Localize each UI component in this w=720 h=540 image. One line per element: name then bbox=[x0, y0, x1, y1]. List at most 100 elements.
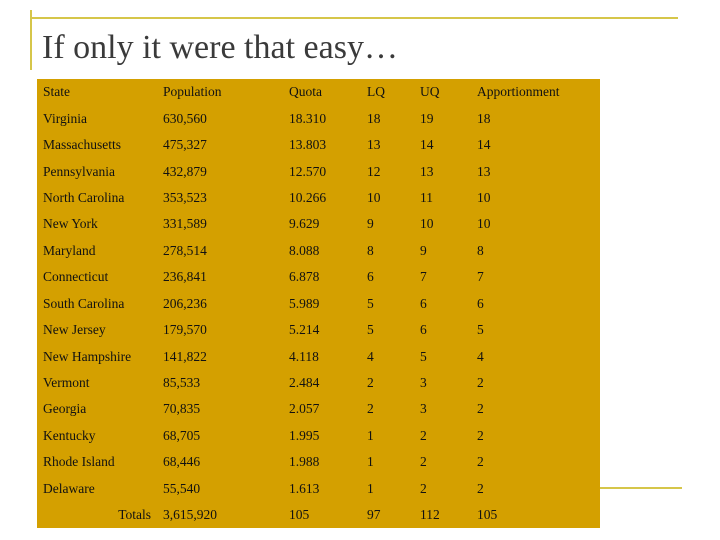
cell-quota: 5.989 bbox=[289, 295, 320, 311]
table-row: New York 331,589 9.629 9 10 10 bbox=[37, 211, 600, 237]
cell-population: 432,879 bbox=[163, 163, 207, 179]
cell-state: New York bbox=[43, 216, 98, 232]
header-quota: Quota bbox=[289, 84, 322, 100]
cell-uq: 11 bbox=[420, 189, 433, 205]
cell-population: 353,523 bbox=[163, 189, 207, 205]
cell-lq: 1 bbox=[367, 454, 374, 470]
table-row: Rhode Island 68,446 1.988 1 2 2 bbox=[37, 449, 600, 475]
cell-apportionment: 5 bbox=[477, 322, 484, 338]
totals-population: 3,615,920 bbox=[163, 507, 217, 523]
header-population: Population bbox=[163, 84, 222, 100]
table-row: New Jersey 179,570 5.214 5 6 5 bbox=[37, 317, 600, 343]
cell-state: Maryland bbox=[43, 242, 96, 258]
cell-quota: 1.613 bbox=[289, 480, 320, 496]
cell-apportionment: 10 bbox=[477, 189, 491, 205]
cell-apportionment: 2 bbox=[477, 375, 484, 391]
cell-lq: 13 bbox=[367, 137, 381, 153]
cell-quota: 2.484 bbox=[289, 375, 320, 391]
cell-quota: 18.310 bbox=[289, 110, 327, 126]
decorative-vertical-line bbox=[30, 10, 32, 70]
cell-lq: 8 bbox=[367, 242, 374, 258]
cell-apportionment: 6 bbox=[477, 295, 484, 311]
cell-quota: 13.803 bbox=[289, 137, 327, 153]
cell-uq: 6 bbox=[420, 295, 427, 311]
cell-uq: 14 bbox=[420, 137, 434, 153]
cell-apportionment: 7 bbox=[477, 269, 484, 285]
cell-uq: 19 bbox=[420, 110, 434, 126]
totals-uq: 112 bbox=[420, 507, 440, 523]
table-row: South Carolina 206,236 5.989 5 6 6 bbox=[37, 291, 600, 317]
totals-apportionment: 105 bbox=[477, 507, 498, 523]
cell-uq: 7 bbox=[420, 269, 427, 285]
cell-uq: 2 bbox=[420, 427, 427, 443]
cell-quota: 8.088 bbox=[289, 242, 320, 258]
table-row: Vermont 85,533 2.484 2 3 2 bbox=[37, 370, 600, 396]
table-row: Georgia 70,835 2.057 2 3 2 bbox=[37, 396, 600, 422]
header-state: State bbox=[43, 84, 70, 100]
cell-uq: 13 bbox=[420, 163, 434, 179]
cell-lq: 2 bbox=[367, 375, 374, 391]
cell-apportionment: 13 bbox=[477, 163, 491, 179]
cell-population: 179,570 bbox=[163, 322, 207, 338]
cell-uq: 6 bbox=[420, 322, 427, 338]
header-apportionment: Apportionment bbox=[477, 84, 560, 100]
cell-lq: 1 bbox=[367, 480, 374, 496]
cell-apportionment: 10 bbox=[477, 216, 491, 232]
cell-apportionment: 2 bbox=[477, 401, 484, 417]
slide-title: If only it were that easy… bbox=[42, 29, 398, 66]
cell-state: Georgia bbox=[43, 401, 87, 417]
cell-population: 70,835 bbox=[163, 401, 201, 417]
cell-state: New Jersey bbox=[43, 322, 106, 338]
cell-state: South Carolina bbox=[43, 295, 125, 311]
cell-population: 331,589 bbox=[163, 216, 207, 232]
cell-lq: 12 bbox=[367, 163, 381, 179]
table-header-row: State Population Quota LQ UQ Apportionme… bbox=[37, 79, 600, 105]
cell-quota: 1.995 bbox=[289, 427, 320, 443]
apportionment-table-container: State Population Quota LQ UQ Apportionme… bbox=[37, 79, 600, 528]
cell-quota: 5.214 bbox=[289, 322, 320, 338]
totals-quota: 105 bbox=[289, 507, 310, 523]
cell-quota: 6.878 bbox=[289, 269, 320, 285]
table-row: North Carolina 353,523 10.266 10 11 10 bbox=[37, 185, 600, 211]
table-row: Maryland 278,514 8.088 8 9 8 bbox=[37, 238, 600, 264]
cell-population: 630,560 bbox=[163, 110, 207, 126]
cell-state: Pennsylvania bbox=[43, 163, 115, 179]
cell-state: Delaware bbox=[43, 480, 95, 496]
cell-population: 68,705 bbox=[163, 427, 201, 443]
cell-lq: 1 bbox=[367, 427, 374, 443]
cell-uq: 10 bbox=[420, 216, 434, 232]
cell-quota: 1.988 bbox=[289, 454, 320, 470]
totals-row: Totals 3,615,920 105 97 112 105 bbox=[37, 502, 600, 528]
cell-lq: 4 bbox=[367, 348, 374, 364]
cell-state: Virginia bbox=[43, 110, 87, 126]
table-row: Kentucky 68,705 1.995 1 2 2 bbox=[37, 423, 600, 449]
cell-quota: 4.118 bbox=[289, 348, 319, 364]
cell-apportionment: 8 bbox=[477, 242, 484, 258]
header-lq: LQ bbox=[367, 84, 385, 100]
cell-uq: 9 bbox=[420, 242, 427, 258]
cell-state: New Hampshire bbox=[43, 348, 132, 364]
cell-quota: 9.629 bbox=[289, 216, 320, 232]
table-row: New Hampshire 141,822 4.118 4 5 4 bbox=[37, 343, 600, 369]
cell-population: 236,841 bbox=[163, 269, 207, 285]
cell-quota: 2.057 bbox=[289, 401, 320, 417]
cell-state: Rhode Island bbox=[43, 454, 115, 470]
cell-lq: 6 bbox=[367, 269, 374, 285]
cell-apportionment: 2 bbox=[477, 454, 484, 470]
table-row: Pennsylvania 432,879 12.570 12 13 13 bbox=[37, 158, 600, 184]
table-row: Connecticut 236,841 6.878 6 7 7 bbox=[37, 264, 600, 290]
cell-population: 141,822 bbox=[163, 348, 207, 364]
cell-state: North Carolina bbox=[43, 189, 125, 205]
cell-apportionment: 2 bbox=[477, 427, 484, 443]
cell-lq: 18 bbox=[367, 110, 381, 126]
cell-quota: 12.570 bbox=[289, 163, 327, 179]
cell-population: 206,236 bbox=[163, 295, 207, 311]
totals-label: Totals bbox=[118, 507, 151, 523]
cell-population: 68,446 bbox=[163, 454, 201, 470]
cell-state: Vermont bbox=[43, 375, 90, 391]
cell-quota: 10.266 bbox=[289, 189, 327, 205]
cell-apportionment: 18 bbox=[477, 110, 491, 126]
decorative-top-line bbox=[30, 17, 678, 19]
cell-state: Connecticut bbox=[43, 269, 109, 285]
